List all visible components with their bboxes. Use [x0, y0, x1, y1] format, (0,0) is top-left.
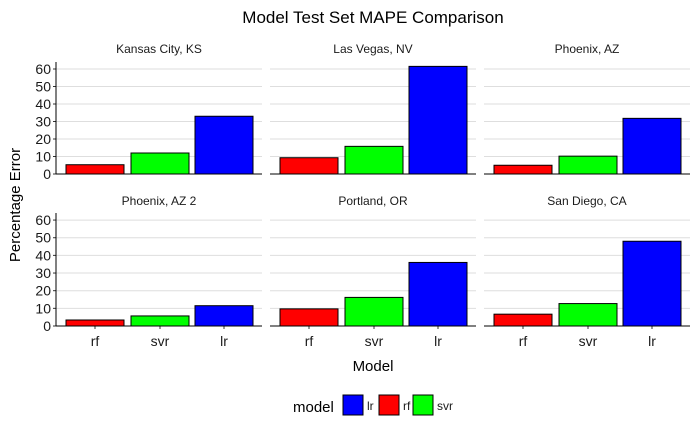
y-tick-label: 10 — [35, 300, 51, 316]
legend-label: rf — [403, 399, 411, 413]
bar-rf — [493, 164, 553, 175]
x-tick-label: svr — [365, 333, 384, 349]
y-axis-title: Percentage Error — [7, 148, 24, 262]
bar-lr — [408, 261, 468, 327]
y-tick-label: 50 — [35, 230, 51, 246]
y-tick-label: 60 — [35, 212, 51, 228]
x-tick-label: lr — [434, 333, 442, 349]
bar-rf — [65, 319, 125, 327]
bar-rf — [65, 164, 125, 175]
y-tick-label: 30 — [35, 114, 51, 130]
x-axis-title: Model — [353, 358, 394, 375]
x-tick-label: rf — [91, 333, 100, 349]
legend-key-rf — [378, 394, 400, 416]
bar-lr — [622, 240, 682, 327]
x-tick-label: lr — [220, 333, 228, 349]
bar-svr — [344, 145, 404, 175]
bar-svr — [344, 296, 404, 327]
facet-strip-label: San Diego, CA — [547, 194, 626, 208]
y-tick-label: 40 — [35, 96, 51, 112]
y-tick-label: 0 — [43, 318, 51, 334]
legend-label: svr — [437, 399, 453, 413]
legend-key-lr — [342, 394, 364, 416]
facet-strip-label: Phoenix, AZ — [555, 42, 620, 56]
facet-panel: Portland, OR rf svr lr — [270, 194, 476, 349]
bar-svr — [130, 315, 190, 327]
x-tick-label: svr — [151, 333, 170, 349]
bar-svr — [558, 155, 618, 175]
legend-label: lr — [367, 399, 374, 413]
facet-strip-label: Kansas City, KS — [116, 42, 202, 56]
legend: model lr rf svr — [293, 394, 453, 416]
y-tick-label: 20 — [35, 131, 51, 147]
bar-lr — [622, 117, 682, 175]
y-tick-label: 0 — [43, 166, 51, 182]
y-tick-label: 20 — [35, 283, 51, 299]
x-tick-label: rf — [305, 333, 314, 349]
facet-strip-label: Portland, OR — [338, 194, 408, 208]
bar-lr — [194, 305, 254, 327]
bar-lr — [408, 65, 468, 175]
y-tick-label: 60 — [35, 61, 51, 77]
y-tick-label: 30 — [35, 265, 51, 281]
legend-title: model — [293, 399, 334, 416]
facet-panel: Phoenix, AZ — [484, 42, 690, 175]
bar-svr — [558, 303, 618, 327]
bar-rf — [279, 157, 339, 175]
facet-strip-label: Phoenix, AZ 2 — [122, 194, 197, 208]
facet-panel: Las Vegas, NV — [270, 42, 476, 175]
x-tick-label: lr — [648, 333, 656, 349]
x-tick-label: svr — [579, 333, 598, 349]
facet-panel: San Diego, CA rf svr lr — [484, 194, 690, 349]
y-tick-label: 40 — [35, 247, 51, 263]
facet-strip-label: Las Vegas, NV — [333, 42, 412, 56]
y-tick-label: 50 — [35, 79, 51, 95]
x-tick-label: rf — [519, 333, 528, 349]
bar-rf — [279, 308, 339, 327]
bar-lr — [194, 115, 254, 175]
bar-rf — [493, 313, 553, 327]
y-tick-label: 10 — [35, 149, 51, 165]
chart-title: Model Test Set MAPE Comparison — [242, 8, 503, 27]
bar-svr — [130, 152, 190, 175]
legend-key-svr — [412, 394, 434, 416]
